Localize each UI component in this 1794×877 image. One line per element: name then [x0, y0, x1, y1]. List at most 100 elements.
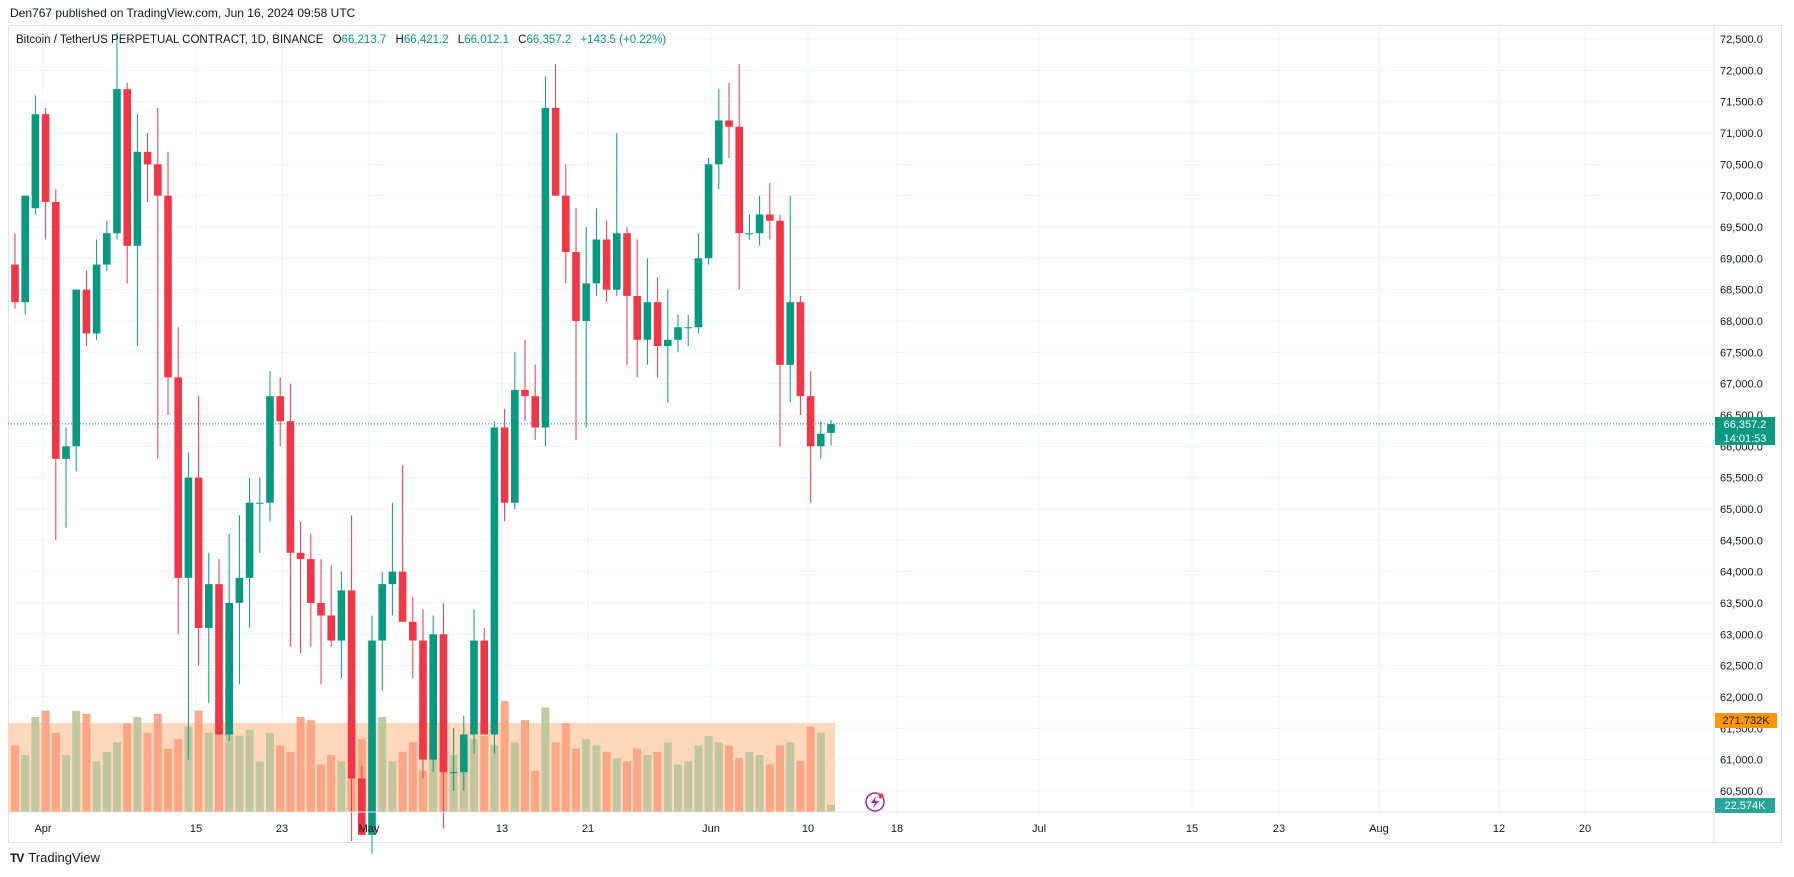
candle-body — [327, 615, 335, 641]
candle — [358, 765, 366, 835]
candle-body — [786, 302, 794, 365]
x-tick-label: 15 — [190, 823, 202, 835]
candle-body — [827, 423, 835, 433]
volume-bar — [174, 739, 183, 812]
volume-bar — [266, 732, 274, 812]
candle-body — [72, 289, 80, 447]
candle-body — [82, 289, 91, 334]
candle — [745, 214, 754, 240]
candle — [643, 258, 652, 365]
candle — [133, 114, 142, 347]
x-tick-label: 15 — [1186, 823, 1198, 835]
x-tick-label: 18 — [891, 823, 903, 835]
publisher-caption: Den767 published on TradingView.com, Jun… — [10, 6, 356, 20]
low-value: 66,012.1 — [464, 34, 509, 46]
candle-body — [41, 114, 50, 202]
candle — [500, 408, 509, 522]
candle — [623, 226, 631, 365]
volume-bar — [551, 742, 560, 812]
x-tick-label: Jul — [1032, 823, 1046, 835]
volume-bar — [572, 748, 580, 812]
candle-body — [470, 640, 478, 735]
candle-body — [286, 421, 295, 553]
candle-body — [602, 239, 611, 290]
x-tick-label: Apr — [34, 823, 51, 835]
volume-bar — [133, 717, 142, 812]
candle-body — [541, 107, 550, 428]
candle-body — [653, 302, 662, 347]
volume-bar — [561, 723, 570, 812]
candle-body — [674, 327, 682, 340]
candle-body — [388, 571, 397, 585]
candle — [225, 534, 233, 741]
volume-bar — [378, 717, 387, 812]
candle — [735, 64, 743, 290]
x-tick-label: 23 — [1273, 823, 1285, 835]
candle-body — [235, 577, 244, 603]
volume-bar — [11, 745, 19, 812]
volume-bar — [113, 742, 121, 812]
candle-body — [398, 571, 407, 622]
change-value: +143.5 (+0.22%) — [580, 34, 667, 46]
candle — [715, 89, 723, 190]
candle-body — [623, 233, 631, 296]
close-label: C — [518, 34, 527, 46]
volume-bar — [541, 707, 550, 812]
candle-body — [337, 590, 346, 641]
y-tick-label: 60,500.0 — [1720, 786, 1763, 798]
volume-bar — [306, 720, 315, 812]
candle — [531, 364, 539, 441]
close-value: 66,357.2 — [526, 34, 572, 46]
y-tick-label: 65,000.0 — [1720, 504, 1763, 516]
candle — [817, 421, 825, 459]
candle — [602, 220, 611, 303]
tradingview-logo[interactable]: TV TradingView — [10, 850, 100, 865]
volume-bar — [623, 761, 631, 812]
candle-body — [633, 295, 641, 340]
candle-body — [245, 502, 254, 578]
volume-bar — [653, 751, 662, 812]
high-label: H — [395, 34, 404, 46]
candle — [235, 515, 244, 685]
candle — [266, 371, 274, 522]
candle — [429, 615, 437, 773]
candle-body — [490, 427, 499, 735]
candle-body — [592, 239, 601, 284]
volume-bar — [92, 761, 101, 812]
candle-body — [205, 584, 213, 629]
volume-bar — [470, 739, 478, 812]
candle-body — [460, 734, 468, 773]
candle — [123, 82, 131, 284]
volume-bar — [245, 729, 254, 812]
volume-bar — [490, 745, 499, 812]
candle-body — [735, 126, 743, 234]
flash-icon[interactable] — [865, 792, 885, 812]
candle-body — [521, 389, 529, 397]
candle-body — [92, 264, 101, 334]
candle-body — [582, 283, 590, 321]
volume-bar — [255, 761, 264, 812]
volume-bar — [827, 804, 835, 812]
candle — [113, 32, 121, 240]
x-tick-label: 12 — [1493, 823, 1505, 835]
candle — [388, 502, 397, 616]
candle — [174, 327, 182, 635]
candle — [286, 383, 295, 647]
volume-last-text: 22.574K — [1725, 800, 1767, 812]
candle-body — [31, 114, 40, 209]
symbol-name[interactable]: Bitcoin / TetherUS PERPETUAL CONTRACT, 1… — [16, 34, 324, 46]
candle — [92, 239, 101, 340]
volume-bar — [725, 745, 733, 812]
candle — [347, 515, 356, 842]
volume-bar — [592, 745, 601, 812]
candle — [592, 208, 601, 296]
candle — [653, 277, 662, 378]
candle-body — [776, 220, 784, 365]
volume-ma-text: 271.732K — [1722, 715, 1770, 727]
candle-body — [276, 396, 284, 422]
candle-body — [164, 195, 172, 378]
time-axis: Apr 15 23 May 13 21 Jun 10 18 Jul 15 23 Aug 12 20 — [34, 823, 1591, 835]
candle-body — [307, 559, 315, 603]
tradingview-brand: TradingView — [28, 850, 100, 865]
